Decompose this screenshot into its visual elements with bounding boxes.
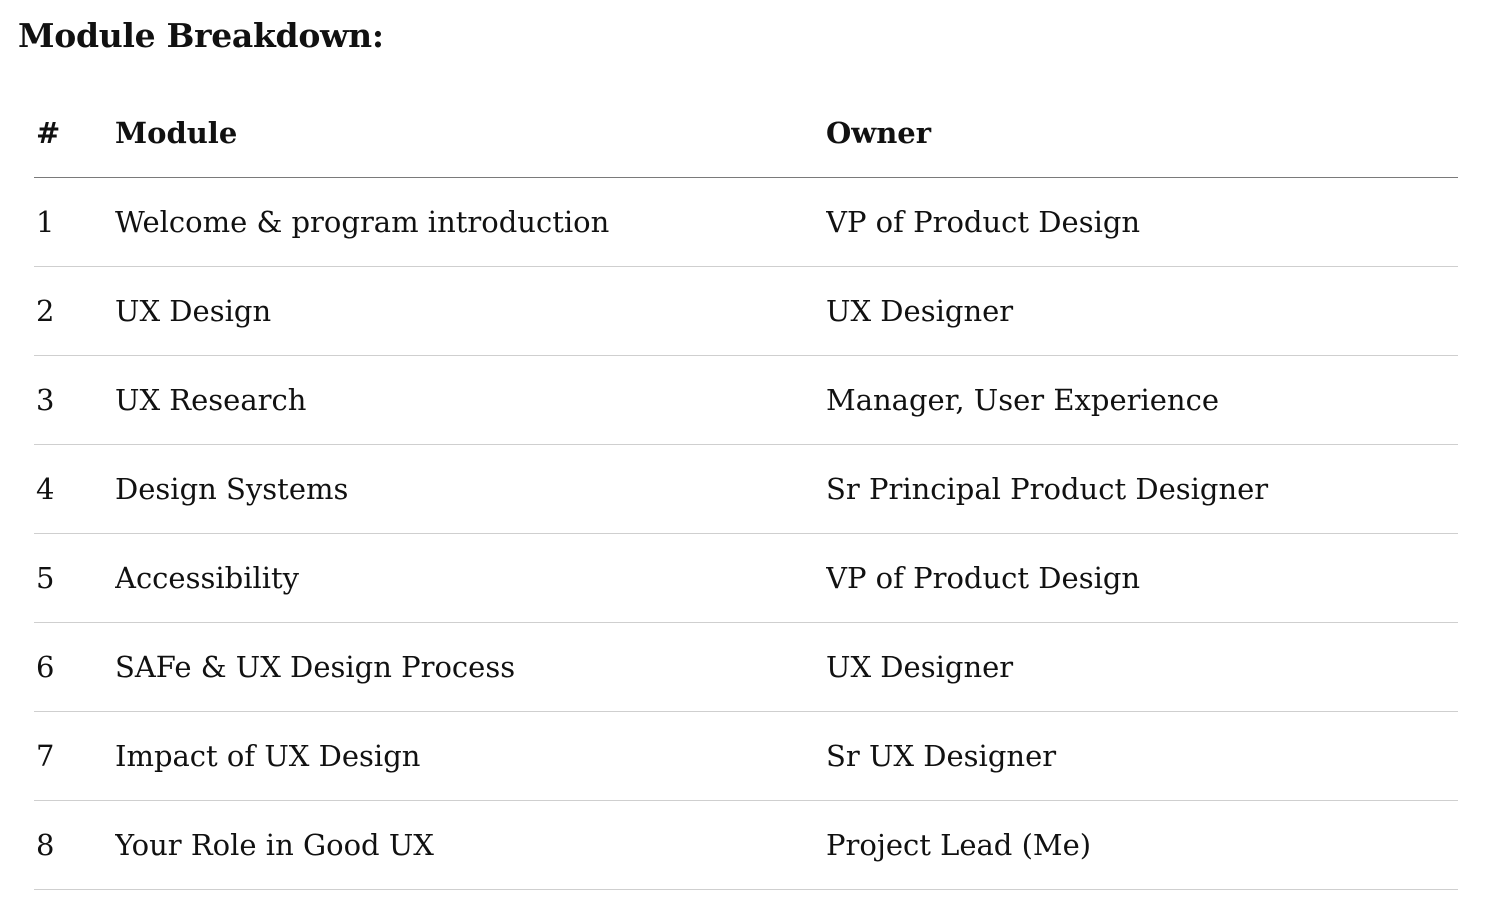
row-number: 8 (34, 800, 115, 890)
row-module: Welcome & program introduction (115, 177, 826, 267)
row-owner: UX Designer (826, 622, 1458, 712)
table-row: 7 Impact of UX Design Sr UX Designer (34, 711, 1458, 801)
table-header: # Module Owner (34, 89, 1458, 178)
row-number: 3 (34, 355, 115, 445)
table-row: 6 SAFe & UX Design Process UX Designer (34, 622, 1458, 712)
row-number: 5 (34, 533, 115, 623)
table-row: 5 Accessibility VP of Product Design (34, 533, 1458, 623)
module-table: # Module Owner 1 Welcome & program intro… (34, 89, 1458, 890)
row-owner: VP of Product Design (826, 533, 1458, 623)
table-row: 8 Your Role in Good UX Project Lead (Me) (34, 800, 1458, 890)
row-module: SAFe & UX Design Process (115, 622, 826, 712)
row-number: 1 (34, 177, 115, 267)
column-header-module: Module (115, 89, 826, 178)
table-row: 3 UX Research Manager, User Experience (34, 355, 1458, 445)
row-module: Impact of UX Design (115, 711, 826, 801)
row-owner: Sr UX Designer (826, 711, 1458, 801)
row-owner: UX Designer (826, 266, 1458, 356)
table-body: 1 Welcome & program introduction VP of P… (34, 177, 1458, 890)
page-title: Module Breakdown: (18, 16, 384, 55)
row-module: Your Role in Good UX (115, 800, 826, 890)
column-header-owner: Owner (826, 89, 1458, 178)
column-header-number: # (34, 89, 115, 178)
row-owner: Project Lead (Me) (826, 800, 1458, 890)
row-module: UX Design (115, 266, 826, 356)
row-number: 6 (34, 622, 115, 712)
row-owner: Manager, User Experience (826, 355, 1458, 445)
table-row: 1 Welcome & program introduction VP of P… (34, 177, 1458, 267)
table-row: 4 Design Systems Sr Principal Product De… (34, 444, 1458, 534)
row-number: 4 (34, 444, 115, 534)
row-owner: Sr Principal Product Designer (826, 444, 1458, 534)
row-owner: VP of Product Design (826, 177, 1458, 267)
row-number: 7 (34, 711, 115, 801)
row-number: 2 (34, 266, 115, 356)
row-module: Design Systems (115, 444, 826, 534)
row-module: Accessibility (115, 533, 826, 623)
row-module: UX Research (115, 355, 826, 445)
table-row: 2 UX Design UX Designer (34, 266, 1458, 356)
table-header-row: # Module Owner (34, 89, 1458, 178)
